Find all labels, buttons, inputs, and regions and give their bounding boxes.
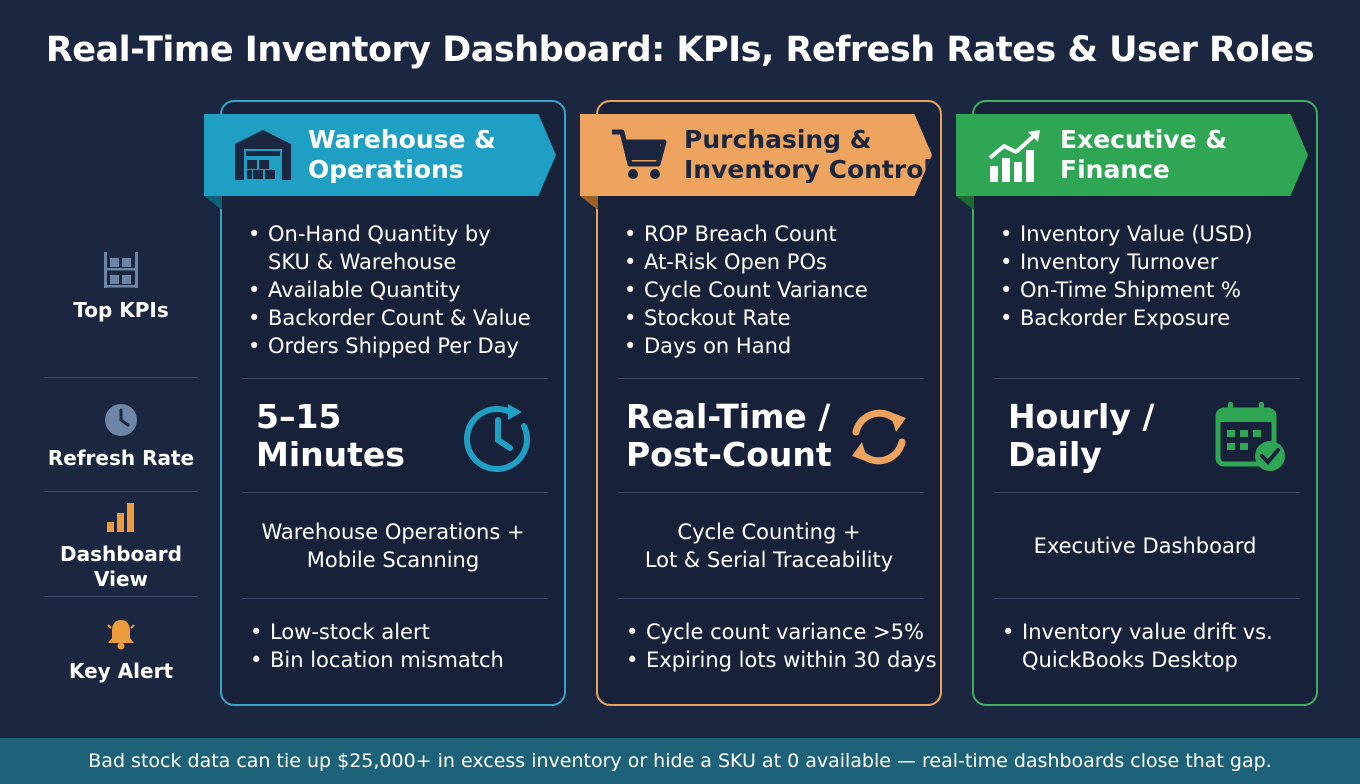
row-divider xyxy=(44,377,198,378)
shelves-icon xyxy=(104,252,138,288)
view-line: Lot & Serial Traceability xyxy=(644,548,894,572)
refresh-line: Daily xyxy=(1008,435,1102,474)
refresh-rate-value: 5–15 Minutes xyxy=(256,398,405,474)
purchasing-inventory-panel: Purchasing & Inventory Control ROP Breac… xyxy=(580,100,942,706)
warehouse-icon xyxy=(235,130,291,180)
clock-icon xyxy=(105,404,137,436)
panel-divider xyxy=(994,378,1300,379)
purchasing-inventory-header: Purchasing & Inventory Control xyxy=(580,114,932,196)
title-line: Operations xyxy=(308,155,464,184)
alert-item: Cycle count variance >5% xyxy=(624,618,937,646)
view-line: Cycle Counting + xyxy=(677,520,861,544)
panel-divider xyxy=(618,598,924,599)
kpi-item: Days on Hand xyxy=(622,332,868,360)
kpi-item: On-Hand Quantity by xyxy=(246,220,531,248)
row-divider xyxy=(44,491,198,492)
dashboard-view-text: Warehouse Operations + Mobile Scanning xyxy=(222,518,564,574)
alert-list: Low-stock alert Bin location mismatch xyxy=(248,618,504,674)
executive-finance-header: Executive & Finance xyxy=(956,114,1308,196)
kpi-item: Backorder Count & Value xyxy=(246,304,531,332)
panel-divider xyxy=(994,598,1300,599)
title-line: Inventory Control xyxy=(684,155,932,184)
panel-divider xyxy=(242,598,548,599)
alert-item: Bin location mismatch xyxy=(248,646,504,674)
refresh-line: Real-Time / xyxy=(626,397,831,436)
kpi-item: Inventory Value (USD) xyxy=(998,220,1253,248)
row-divider xyxy=(44,596,198,597)
executive-finance-title: Executive & Finance xyxy=(1060,125,1227,185)
refresh-line: 5–15 xyxy=(256,397,342,436)
executive-finance-panel: Executive & Finance Inventory Value (USD… xyxy=(956,100,1318,706)
kpi-list: Inventory Value (USD) Inventory Turnover… xyxy=(998,220,1253,332)
row-label-key-alert: Key Alert xyxy=(40,617,202,684)
shopping-cart-icon xyxy=(612,129,667,179)
kpi-item: Cycle Count Variance xyxy=(622,276,868,304)
dashboard-view-label: Dashboard View xyxy=(60,542,182,591)
kpi-item: Available Quantity xyxy=(246,276,531,304)
refresh-rate-value: Real-Time / Post-Count xyxy=(626,398,832,474)
kpi-item: ROP Breach Count xyxy=(622,220,868,248)
panel-divider xyxy=(242,492,548,493)
view-line: Executive Dashboard xyxy=(1033,534,1257,558)
dashboard-view-text: Cycle Counting + Lot & Serial Traceabili… xyxy=(598,518,940,574)
kpi-list: ROP Breach Count At-Risk Open POs Cycle … xyxy=(622,220,868,360)
title-line: Finance xyxy=(1060,155,1170,184)
view-line: Warehouse Operations + xyxy=(261,520,525,544)
sync-arrows-icon xyxy=(852,409,906,465)
kpi-item: Orders Shipped Per Day xyxy=(246,332,531,360)
clock-refresh-icon xyxy=(464,404,530,472)
panel-divider xyxy=(618,378,924,379)
row-label-top-kpis: Top KPIs xyxy=(40,250,202,323)
alert-item: Inventory value drift vs. xyxy=(1000,618,1273,646)
kpi-item: On-Time Shipment % xyxy=(998,276,1253,304)
alert-item-continuation: QuickBooks Desktop xyxy=(1022,648,1238,672)
kpi-item-continuation: SKU & Warehouse xyxy=(268,250,457,274)
refresh-rate-value: Hourly / Daily xyxy=(1008,398,1154,474)
title-line: Warehouse & xyxy=(308,125,496,154)
top-kpis-label: Top KPIs xyxy=(73,298,169,322)
ribbon-fold xyxy=(204,196,222,210)
panel-divider xyxy=(994,492,1300,493)
warehouse-operations-panel: Warehouse & Operations On-Hand Quantity … xyxy=(204,100,566,706)
view-line: Mobile Scanning xyxy=(306,548,480,572)
warehouse-operations-header: Warehouse & Operations xyxy=(204,114,556,196)
refresh-rate-label: Refresh Rate xyxy=(47,446,195,470)
kpi-item: Inventory Turnover xyxy=(998,248,1253,276)
dashboard-view-text: Executive Dashboard xyxy=(974,532,1316,560)
growth-chart-icon xyxy=(988,130,1040,182)
row-label-refresh-rate: Refresh Rate xyxy=(40,402,202,471)
bar-chart-icon xyxy=(107,503,134,532)
kpi-list: On-Hand Quantity by SKU & Warehouse Avai… xyxy=(246,220,531,360)
kpi-item: Stockout Rate xyxy=(622,304,868,332)
key-alert-label: Key Alert xyxy=(68,659,174,683)
ribbon-fold xyxy=(580,196,598,210)
refresh-line: Hourly / xyxy=(1008,397,1155,436)
ribbon-fold xyxy=(956,196,974,210)
refresh-line: Post-Count xyxy=(626,435,832,474)
alert-item: Low-stock alert xyxy=(248,618,504,646)
kpi-item: Backorder Exposure xyxy=(998,304,1253,332)
bell-icon xyxy=(107,620,135,650)
footer-note: Bad stock data can tie up $25,000+ in ex… xyxy=(0,738,1360,784)
kpi-item: At-Risk Open POs xyxy=(622,248,868,276)
title-line: Executive & xyxy=(1060,125,1228,154)
purchasing-inventory-title: Purchasing & Inventory Control xyxy=(684,125,932,185)
title-line: Purchasing & xyxy=(684,125,872,154)
alert-list: Inventory value drift vs. QuickBooks Des… xyxy=(1000,618,1273,674)
page-title: Real-Time Inventory Dashboard: KPIs, Ref… xyxy=(45,30,1315,70)
warehouse-operations-title: Warehouse & Operations xyxy=(308,125,496,185)
alert-list: Cycle count variance >5% Expiring lots w… xyxy=(624,618,937,674)
panel-divider xyxy=(618,492,924,493)
row-label-dashboard-view: Dashboard View xyxy=(40,500,202,592)
refresh-line: Minutes xyxy=(256,435,405,474)
panel-divider xyxy=(242,378,548,379)
calendar-check-icon xyxy=(1215,402,1285,471)
alert-item: Expiring lots within 30 days xyxy=(624,646,937,674)
